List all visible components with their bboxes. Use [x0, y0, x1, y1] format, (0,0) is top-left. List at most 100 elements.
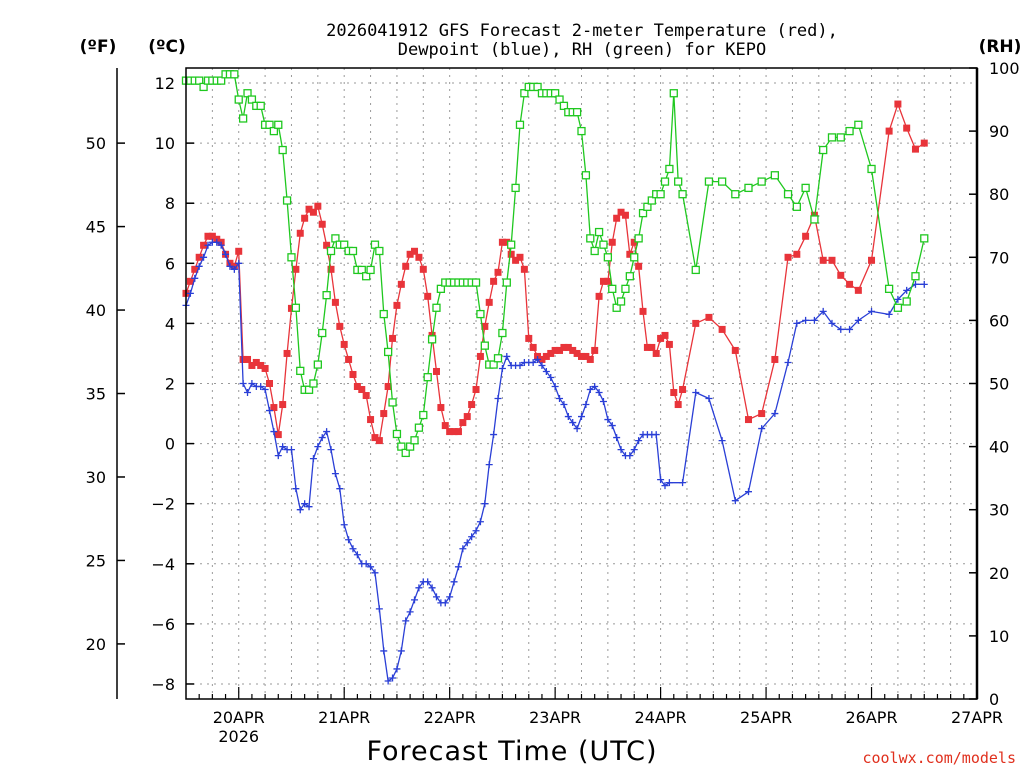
temp-point [868, 256, 876, 264]
temp-point [393, 301, 401, 309]
rh-point [612, 303, 621, 312]
temp-point [490, 277, 498, 285]
rh-point [867, 164, 876, 174]
temp-point [542, 352, 550, 360]
dewpoint-point [191, 274, 199, 282]
dewpoint-point [630, 446, 638, 454]
dewpoint-point [235, 259, 243, 267]
dewpoint-point [305, 503, 313, 511]
celsius-tick-label: 4 [165, 314, 175, 333]
rh-point [572, 108, 582, 117]
dewpoint-point [217, 241, 225, 249]
dewpoint-point [784, 358, 792, 366]
dewpoint-point [679, 479, 687, 487]
temp-point [617, 208, 625, 216]
rh-point [331, 234, 340, 243]
dewpoint-point [402, 617, 410, 625]
x-tick-label: 25APR [740, 708, 792, 727]
temp-point [758, 410, 766, 418]
temp-point [595, 292, 603, 300]
dewpoint-point [411, 596, 419, 604]
dewpoint-point [578, 413, 585, 421]
temp-point [384, 383, 392, 391]
rh-point [656, 190, 665, 199]
temp-point [244, 355, 252, 363]
temp-point [380, 410, 388, 418]
temp-point [336, 322, 344, 330]
dewpoint-point [446, 593, 454, 601]
dewpoint-point [705, 395, 713, 403]
dewpoint-point [920, 280, 928, 288]
dewpoint-point [384, 677, 392, 685]
temp-point [450, 428, 458, 436]
rh-point [405, 442, 415, 451]
celsius-unit-label: (ºC) [148, 37, 186, 57]
temp-point [481, 322, 489, 330]
temp-point [200, 241, 208, 249]
rh-point [621, 284, 630, 294]
rh-point [370, 240, 380, 249]
dewpoint-point [582, 401, 590, 409]
rh-point [911, 272, 920, 281]
dewpoint-point [340, 521, 348, 529]
temp-point [547, 349, 555, 357]
rh-point [291, 303, 301, 312]
rh-point [836, 133, 845, 142]
temp-point [349, 370, 357, 378]
temp-point [564, 343, 572, 351]
temp-point [265, 380, 273, 387]
fahrenheit-tick-label: 30 [86, 468, 106, 487]
temp-point [854, 286, 862, 294]
dewpoint-point [564, 413, 572, 421]
dewpoint-point [345, 536, 353, 544]
celsius-tick-label: 8 [165, 194, 175, 213]
rh-point [827, 133, 837, 142]
axes: 121086420−2−4−6−850454035302520100908070… [86, 59, 1020, 746]
rh-point [674, 177, 683, 186]
celsius-tick-label: 2 [165, 375, 175, 394]
rh-point [471, 278, 481, 287]
temp-point [639, 307, 647, 315]
temp-point [538, 355, 546, 363]
temp-point [744, 416, 752, 424]
rh-tick-label: 10 [989, 627, 1009, 646]
temp-point [556, 346, 564, 354]
temp-point [657, 334, 665, 342]
dewpoint-point [586, 386, 594, 394]
rh-point [247, 95, 257, 104]
temp-point [397, 280, 405, 288]
temp-point [389, 334, 397, 342]
temp-point [296, 229, 304, 237]
rh-point [638, 208, 648, 218]
temp-point [819, 256, 827, 264]
dewpoint-point [551, 383, 559, 391]
temp-point [582, 352, 590, 360]
rh-point [243, 89, 252, 98]
rh-tick-label: 30 [989, 501, 1009, 520]
temp-point [604, 277, 612, 285]
temp-point [371, 434, 379, 442]
dewpoint-point [793, 319, 801, 327]
temp-point [345, 355, 353, 363]
rh-point [256, 101, 265, 111]
dewpoint-point [274, 452, 282, 460]
rh-point [410, 436, 419, 445]
temp-point [802, 232, 810, 240]
temp-point [573, 349, 581, 357]
x-tick-label: 26APR [845, 708, 897, 727]
rh-point [577, 126, 586, 136]
temp-point [485, 298, 493, 306]
dewpoint-point [432, 593, 440, 601]
temp-point [424, 292, 432, 300]
dewpoint-point [468, 533, 476, 541]
rh-tick-label: 100 [989, 59, 1020, 78]
temp-point [375, 437, 383, 445]
dewpoint-point [371, 569, 379, 577]
rh-point [322, 291, 331, 300]
temp-point [894, 100, 902, 108]
dewpoint-point [556, 395, 564, 403]
rh-point [555, 95, 564, 104]
rh-point [691, 265, 700, 275]
dewpoint-point [828, 319, 836, 327]
rh-point [375, 246, 384, 256]
